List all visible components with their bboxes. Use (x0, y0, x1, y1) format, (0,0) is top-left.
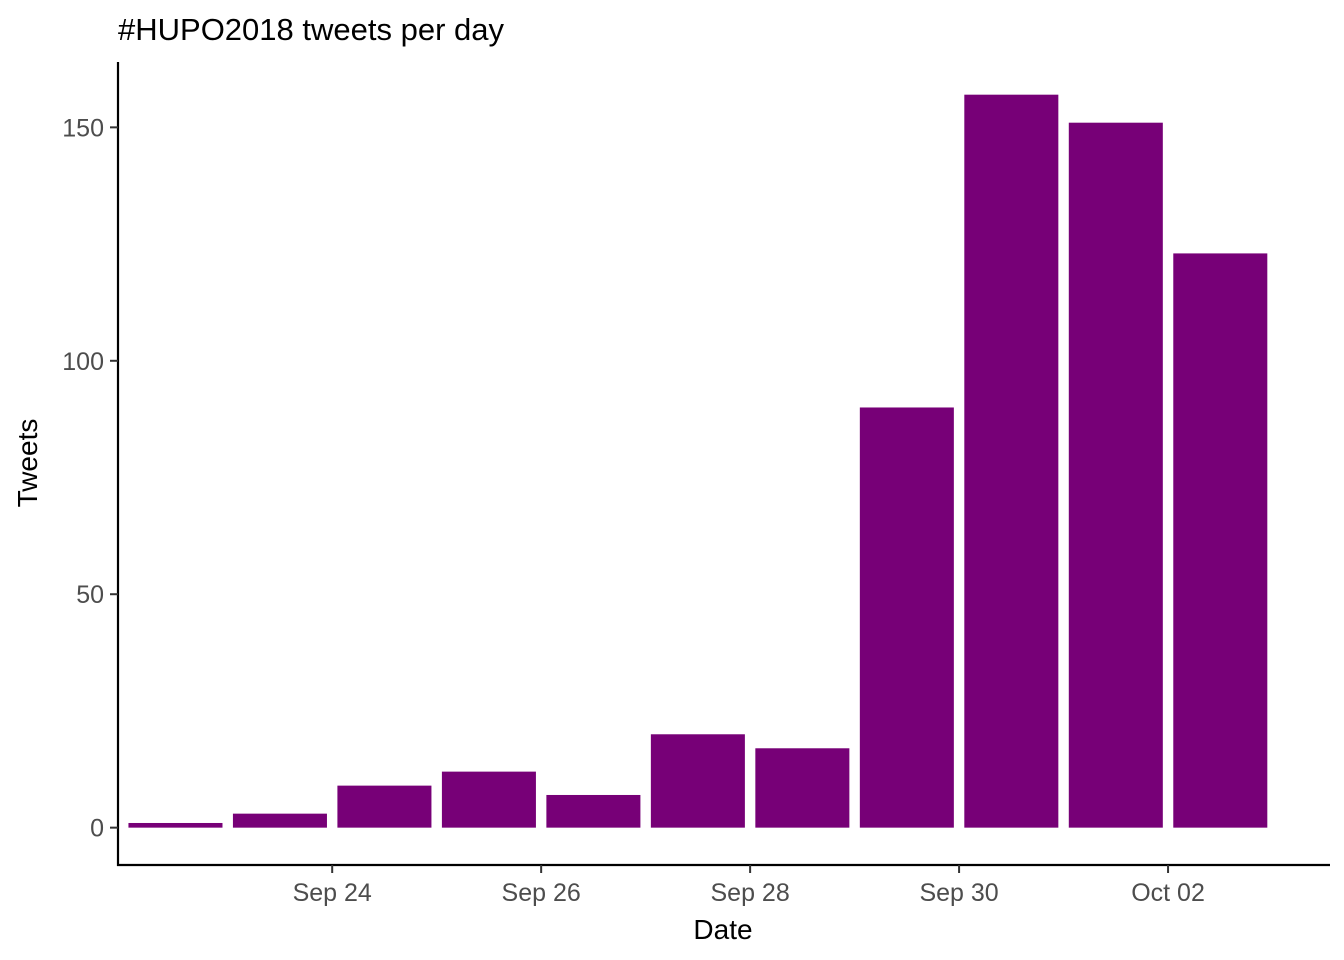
bar-2018-09-24 (232, 813, 327, 828)
x-ticks-group: Sep 24 Sep 26 Sep 28 Sep 30 Oct 02 (293, 865, 1205, 907)
bar-2018-09-29 (755, 748, 850, 828)
y-axis-title: Tweets (12, 419, 43, 508)
bar-2018-09-28 (650, 734, 745, 828)
x-tick-label: Sep 26 (502, 879, 581, 907)
y-tick-label: 100 (62, 348, 104, 376)
x-tick-label: Oct 02 (1131, 879, 1205, 907)
y-tick-label: 150 (62, 114, 104, 142)
bar-2018-09-27 (546, 794, 641, 828)
bar-2018-09-25 (337, 785, 432, 828)
x-tick-label: Sep 30 (919, 879, 998, 907)
bar-2018-10-01 (964, 94, 1059, 828)
x-tick-label: Sep 28 (710, 879, 789, 907)
x-axis-title: Date (693, 914, 752, 945)
bar-2018-09-26 (441, 771, 536, 828)
x-tick-label: Sep 24 (293, 879, 372, 907)
y-tick-label: 0 (90, 815, 104, 843)
y-ticks-group: 0 50 100 150 (62, 114, 118, 843)
bars-group (128, 94, 1268, 828)
bar-2018-09-23 (128, 822, 223, 828)
bar-2018-10-02 (1068, 122, 1163, 828)
bar-2018-10-03 (1173, 253, 1268, 828)
bar-2018-09-30 (859, 407, 954, 828)
chart-title: #HUPO2018 tweets per day (118, 12, 504, 47)
y-tick-label: 50 (76, 581, 104, 609)
